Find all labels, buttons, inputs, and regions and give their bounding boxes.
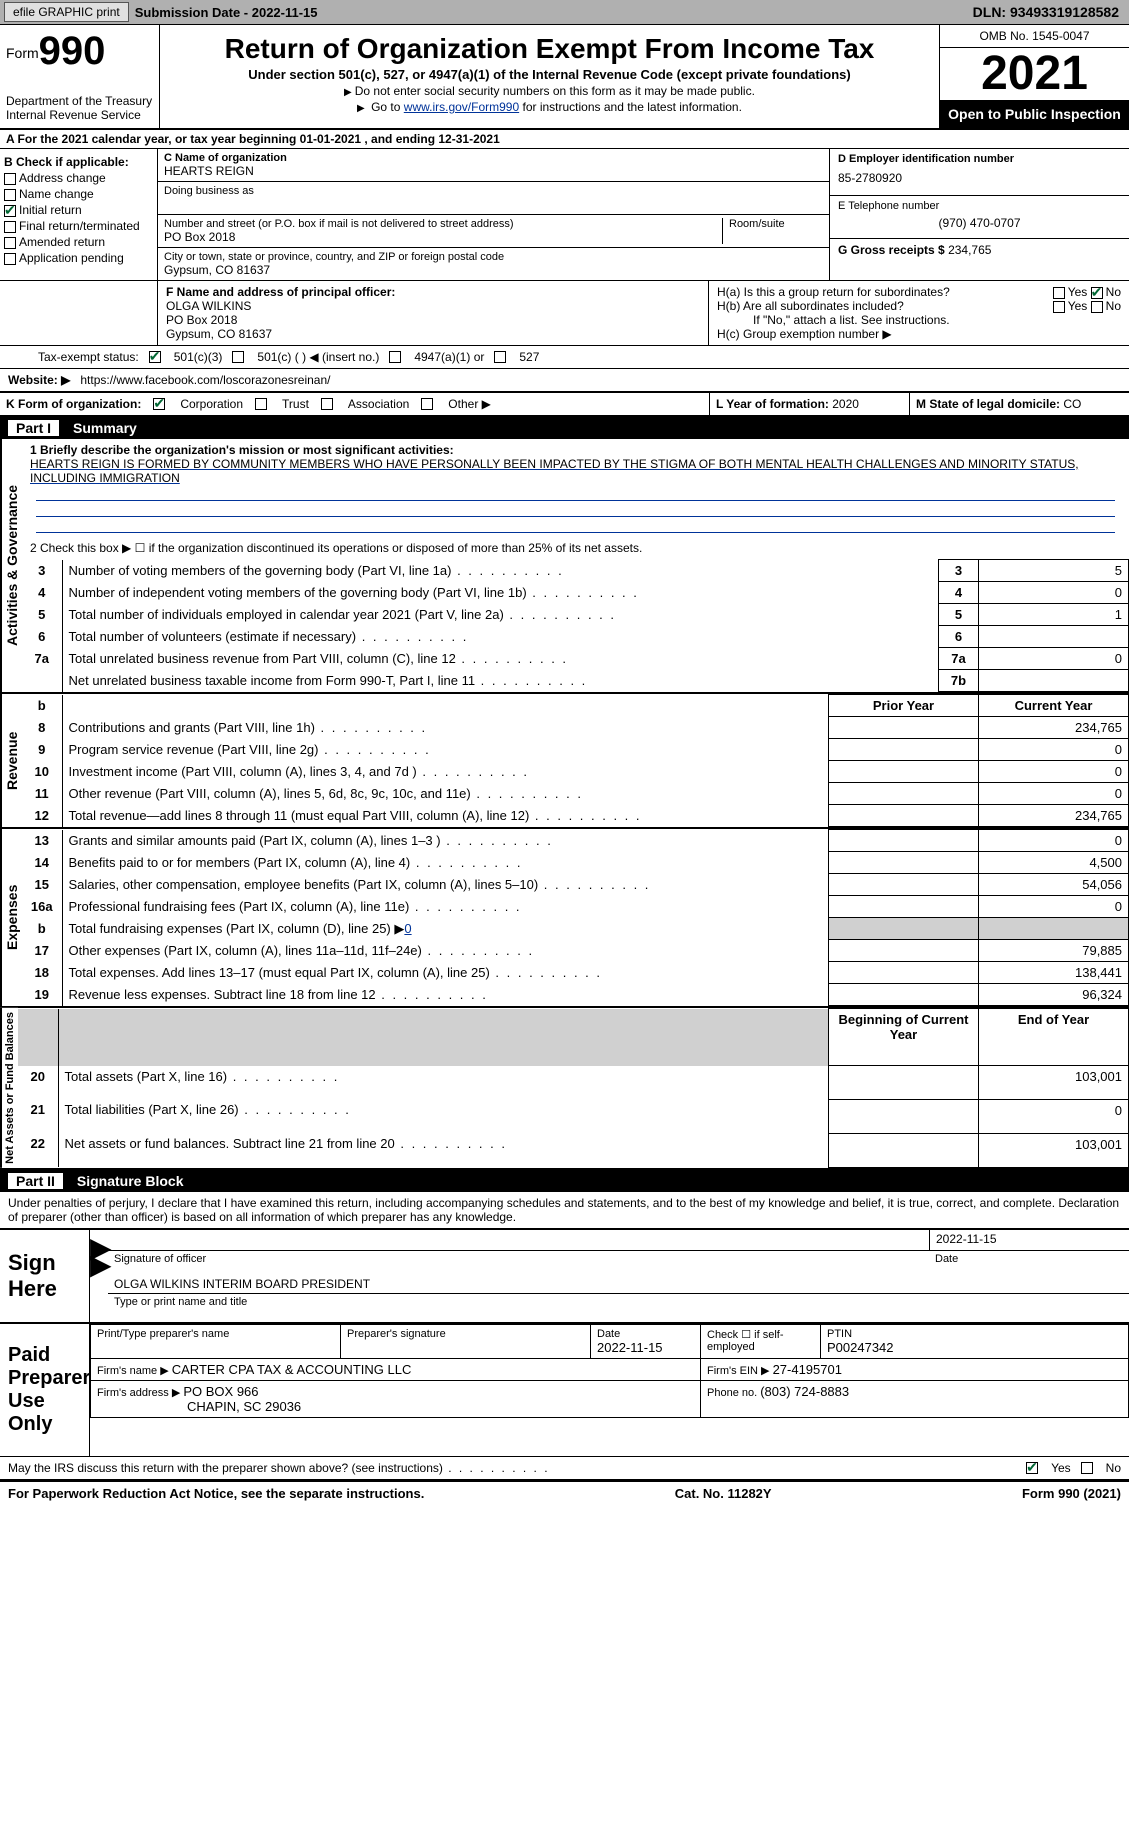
chk-initial-return[interactable]: Initial return [19,203,82,217]
part-1-header: Part I Summary [0,417,1129,439]
footer-right: Form 990 (2021) [1022,1486,1121,1501]
dept-label: Department of the Treasury Internal Reve… [6,94,153,122]
year-formation: 2020 [832,397,859,411]
hc-label: H(c) Group exemption number ▶ [717,327,1121,341]
form-header: Form990 Department of the Treasury Inter… [0,25,1129,130]
chk-assoc[interactable]: Association [348,397,409,411]
mission-text: HEARTS REIGN IS FORMED BY COMMUNITY MEMB… [30,457,1121,485]
firm-phone: (803) 724-8883 [760,1384,849,1399]
chk-527[interactable]: 527 [519,350,539,364]
chk-other[interactable]: Other ▶ [448,397,491,411]
section-a: A For the 2021 calendar year, or tax yea… [0,130,1129,149]
irs-link[interactable]: www.irs.gov/Form990 [404,100,519,114]
q2-label: 2 Check this box ▶ ☐ if the organization… [22,537,1129,559]
expenses-table: 13Grants and similar amounts paid (Part … [22,829,1129,1006]
ein: 85-2780920 [838,165,1121,191]
officer-print-name: OLGA WILKINS INTERIM BOARD PRESIDENT [108,1267,1129,1294]
activities-governance-tab: Activities & Governance [0,439,22,692]
hb-label: H(b) Are all subordinates included? [717,299,1053,313]
netassets-tab: Net Assets or Fund Balances [0,1008,18,1168]
ptin: P00247342 [827,1340,1122,1355]
state-domicile: CO [1063,397,1081,411]
org-name: HEARTS REIGN [164,164,823,178]
footer-left: For Paperwork Reduction Act Notice, see … [8,1486,424,1501]
discuss-question: May the IRS discuss this return with the… [8,1461,1016,1475]
street-label: Number and street (or P.O. box if mail i… [164,218,716,230]
firm-addr: PO BOX 966 [183,1384,258,1399]
officer-addr1: PO Box 2018 [166,313,700,327]
footer-mid: Cat. No. 11282Y [675,1486,772,1501]
governance-table: 3Number of voting members of the governi… [22,559,1129,692]
chk-4947[interactable]: 4947(a)(1) or [414,350,484,364]
netassets-table: Beginning of Current YearEnd of Year20To… [18,1008,1129,1168]
ha-label: H(a) Is this a group return for subordin… [717,285,1053,299]
street: PO Box 2018 [164,230,716,244]
chk-name-change[interactable]: Name change [19,187,94,201]
form-subtitle: Under section 501(c), 527, or 4947(a)(1)… [166,67,933,82]
chk-app-pending[interactable]: Application pending [19,251,124,265]
submission-date-label: Submission Date - 2022-11-15 [135,5,318,20]
chk-amended[interactable]: Amended return [19,235,105,249]
perjury-declaration: Under penalties of perjury, I declare th… [0,1192,1129,1228]
revenue-tab: Revenue [0,694,22,827]
hb-note: If "No," attach a list. See instructions… [717,313,1121,327]
g-label: G Gross receipts $ [838,243,948,257]
d-label: D Employer identification number [838,153,1121,165]
gross-receipts: 234,765 [948,243,991,257]
k-label: K Form of organization: [6,397,141,411]
form-note-ssn: Do not enter social security numbers on … [166,84,933,98]
open-to-public: Open to Public Inspection [940,100,1129,128]
phone: (970) 470-0707 [838,212,1121,234]
i-label: Tax-exempt status: [38,350,139,364]
form-title: Return of Organization Exempt From Incom… [166,33,933,65]
firm-addr2: CHAPIN, SC 29036 [97,1399,694,1414]
dln-label: DLN: 93493319128582 [973,4,1125,20]
officer-addr2: Gypsum, CO 81637 [166,327,700,341]
top-toolbar: efile GRAPHIC print Submission Date - 20… [0,0,1129,25]
city-label: City or town, state or province, country… [164,251,823,263]
e-label: E Telephone number [838,200,1121,212]
efile-print-button[interactable]: efile GRAPHIC print [4,2,129,22]
part-2-header: Part II Signature Block [0,1170,1129,1192]
self-employed-check[interactable]: Check ☐ if self-employed [701,1324,821,1358]
q1-label: 1 Briefly describe the organization's mi… [30,443,1121,457]
firm-name: CARTER CPA TAX & ACCOUNTING LLC [172,1362,412,1377]
omb-number: OMB No. 1545-0047 [940,25,1129,48]
city: Gypsum, CO 81637 [164,263,823,277]
c-label: C Name of organization [164,152,823,164]
chk-501c3[interactable]: 501(c)(3) [174,350,223,364]
paid-preparer-label: Paid Preparer Use Only [0,1324,90,1456]
j-label: Website: ▶ [8,373,70,387]
tax-year: 2021 [940,48,1129,100]
chk-final-return[interactable]: Final return/terminated [19,219,140,233]
sign-here-label: Sign Here [0,1230,90,1322]
sign-date: 2022-11-15 [929,1230,1129,1250]
prep-date: 2022-11-15 [597,1340,694,1355]
chk-501c[interactable]: 501(c) ( ) ◀ (insert no.) [257,350,379,364]
officer-name: OLGA WILKINS [166,299,700,313]
form-number: Form990 [6,45,105,61]
room-label: Room/suite [729,218,823,230]
chk-corp[interactable]: Corporation [180,397,243,411]
dba-label: Doing business as [164,185,823,197]
chk-trust[interactable]: Trust [282,397,309,411]
firm-ein: 27-4195701 [773,1362,842,1377]
f-label: F Name and address of principal officer: [166,285,700,299]
expenses-tab: Expenses [0,829,22,1006]
form-note-link: Go to www.irs.gov/Form990 for instructio… [166,100,933,114]
section-b-checkboxes: B Check if applicable: Address change Na… [0,149,158,280]
revenue-table: bPrior YearCurrent Year8Contributions an… [22,694,1129,827]
chk-address-change[interactable]: Address change [19,171,106,185]
website-url: https://www.facebook.com/loscorazonesrei… [80,373,330,387]
